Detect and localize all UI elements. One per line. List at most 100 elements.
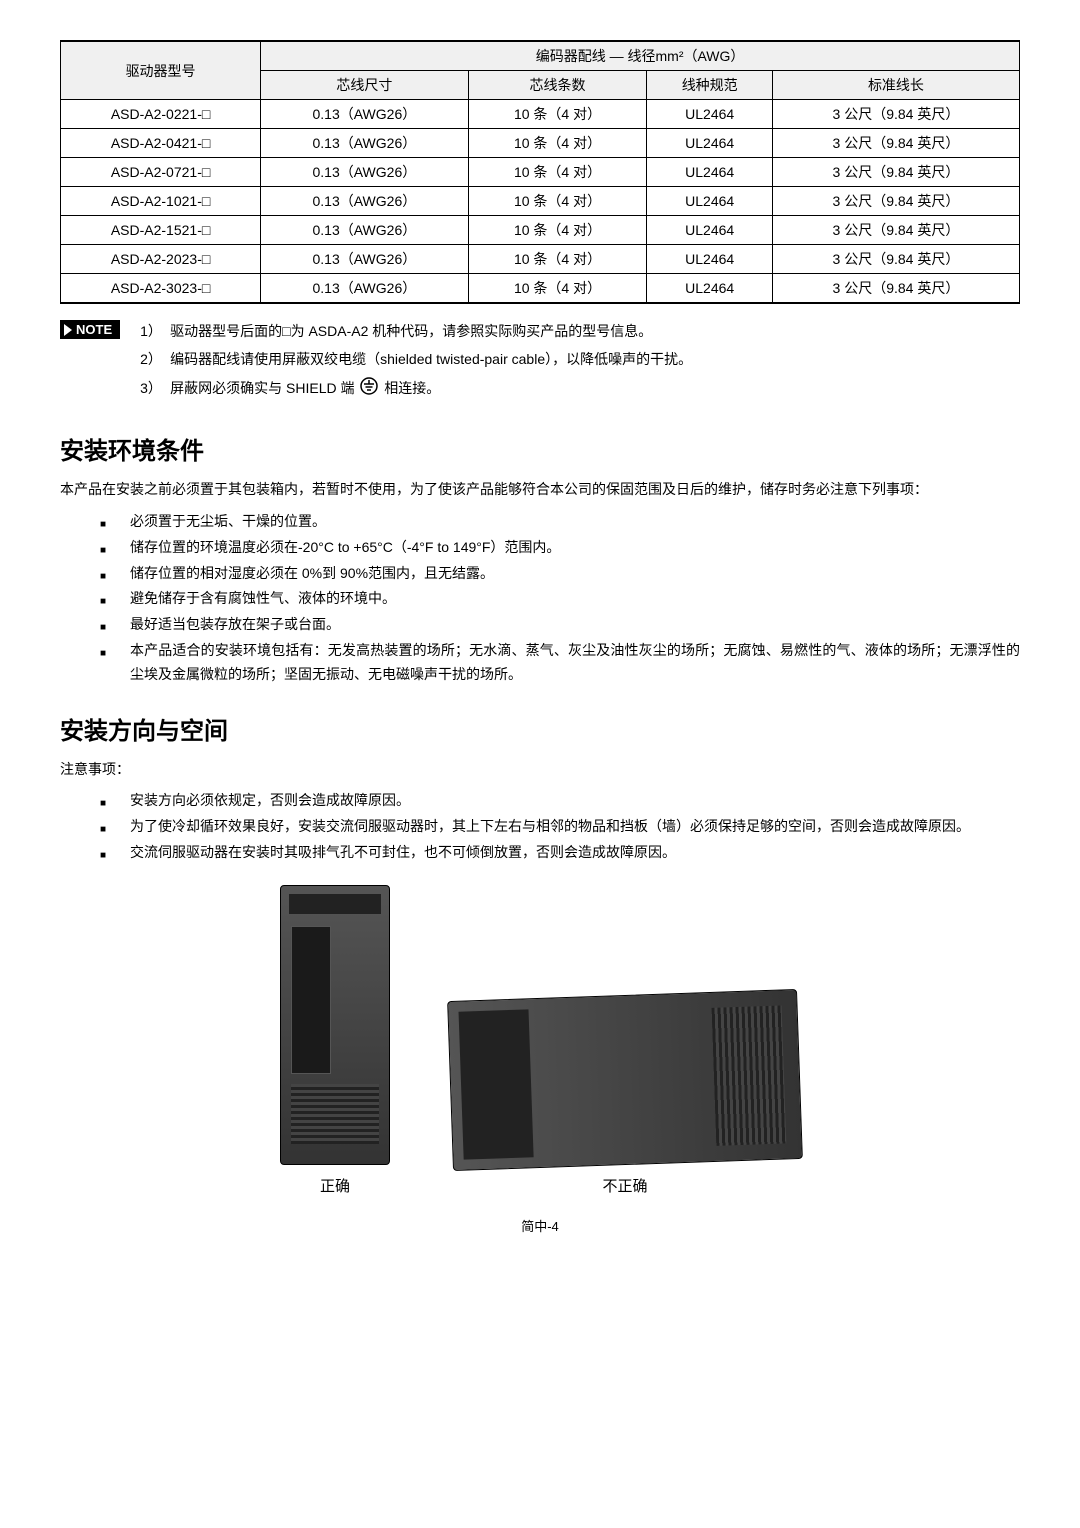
table-row: ASD-A2-0721-□0.13（AWG26）10 条（4 对）UL24643… — [61, 158, 1020, 187]
bullet-text: 安装方向必须依规定，否则会造成故障原因。 — [130, 789, 1020, 813]
th-col4: 标准线长 — [772, 71, 1019, 100]
note-text: 驱动器型号后面的□为 ASDA-A2 机种代码，请参照实际购买产品的型号信息。 — [170, 323, 652, 339]
list-item: ■为了使冷却循环效果良好，安装交流伺服驱动器时，其上下左右与相邻的物品和挡板（墙… — [100, 815, 1020, 839]
bullet-text: 为了使冷却循环效果良好，安装交流伺服驱动器时，其上下左右与相邻的物品和挡板（墙）… — [130, 815, 1020, 839]
note-text-before: 屏蔽网必须确实与 SHIELD 端 — [170, 380, 354, 396]
table-cell: UL2464 — [647, 187, 772, 216]
list-item: ■交流伺服驱动器在安装时其吸排气孔不可封住，也不可倾倒放置，否则会造成故障原因。 — [100, 841, 1020, 865]
table-cell: 3 公尺（9.84 英尺） — [772, 216, 1019, 245]
table-cell: 3 公尺（9.84 英尺） — [772, 187, 1019, 216]
table-cell: 3 公尺（9.84 英尺） — [772, 245, 1019, 274]
bullet-text: 最好适当包装存放在架子或台面。 — [130, 613, 1020, 637]
table-row: ASD-A2-3023-□0.13（AWG26）10 条（4 对）UL24643… — [61, 274, 1020, 304]
bullet-text: 交流伺服驱动器在安装时其吸排气孔不可封住，也不可倾倒放置，否则会造成故障原因。 — [130, 841, 1020, 865]
table-cell: UL2464 — [647, 158, 772, 187]
th-group: 编码器配线 — 线径mm²（AWG） — [261, 41, 1020, 71]
th-col1: 芯线尺寸 — [261, 71, 468, 100]
table-row: ASD-A2-0421-□0.13（AWG26）10 条（4 对）UL24643… — [61, 129, 1020, 158]
note-item-3: 3）屏蔽网必须确实与 SHIELD 端 相连接。 — [140, 377, 1020, 401]
note-item-2: 2）编码器配线请使用屏蔽双绞电缆（shielded twisted-pair c… — [140, 348, 1020, 370]
device-vertical-icon — [280, 885, 390, 1165]
table-row: ASD-A2-1021-□0.13（AWG26）10 条（4 对）UL24643… — [61, 187, 1020, 216]
section1-title: 安装环境条件 — [60, 431, 1020, 466]
bullet-icon: ■ — [100, 562, 130, 586]
list-item: ■储存位置的环境温度必须在-20°C to +65°C（-4°F to 149°… — [100, 536, 1020, 560]
table-cell: 3 公尺（9.84 英尺） — [772, 100, 1019, 129]
caption-incorrect: 不正确 — [450, 1175, 800, 1196]
bullet-text: 必须置于无尘垢、干燥的位置。 — [130, 510, 1020, 534]
bullet-icon: ■ — [100, 587, 130, 611]
note-text-after: 相连接。 — [384, 380, 440, 396]
table-cell: ASD-A2-1021-□ — [61, 187, 261, 216]
table-cell: 10 条（4 对） — [468, 129, 647, 158]
bullet-icon: ■ — [100, 613, 130, 637]
table-cell: 3 公尺（9.84 英尺） — [772, 129, 1019, 158]
th-col2: 芯线条数 — [468, 71, 647, 100]
table-cell: 0.13（AWG26） — [261, 216, 468, 245]
table-cell: UL2464 — [647, 274, 772, 304]
list-item: ■必须置于无尘垢、干燥的位置。 — [100, 510, 1020, 534]
table-cell: 0.13（AWG26） — [261, 187, 468, 216]
table-cell: ASD-A2-0421-□ — [61, 129, 261, 158]
bullet-icon: ■ — [100, 639, 130, 687]
bullet-icon: ■ — [100, 841, 130, 865]
table-cell: 3 公尺（9.84 英尺） — [772, 274, 1019, 304]
table-row: ASD-A2-1521-□0.13（AWG26）10 条（4 对）UL24643… — [61, 216, 1020, 245]
table-cell: 10 条（4 对） — [468, 274, 647, 304]
table-cell: UL2464 — [647, 216, 772, 245]
table-cell: 3 公尺（9.84 英尺） — [772, 158, 1019, 187]
note-num: 3） — [140, 377, 170, 399]
table-cell: 10 条（4 对） — [468, 216, 647, 245]
section2-para: 注意事项： — [60, 758, 1020, 782]
note-num: 1） — [140, 320, 170, 342]
note-num: 2） — [140, 348, 170, 370]
note-label: NOTE — [76, 322, 112, 337]
table-cell: 0.13（AWG26） — [261, 245, 468, 274]
table-cell: UL2464 — [647, 245, 772, 274]
section2-title: 安装方向与空间 — [60, 711, 1020, 746]
page-footer: 简中-4 — [60, 1216, 1020, 1235]
section1-para: 本产品在安装之前必须置于其包装箱内，若暂时不使用，为了使该产品能够符合本公司的保… — [60, 478, 1020, 502]
encoder-wiring-table: 驱动器型号 编码器配线 — 线径mm²（AWG） 芯线尺寸 芯线条数 线种规范 … — [60, 40, 1020, 304]
note-arrow-icon — [64, 324, 72, 336]
table-cell: ASD-A2-0721-□ — [61, 158, 261, 187]
list-item: ■本产品适合的安装环境包括有：无发高热装置的场所；无水滴、蒸气、灰尘及油性灰尘的… — [100, 639, 1020, 687]
image-correct: 正确 — [280, 885, 390, 1196]
bullet-icon: ■ — [100, 536, 130, 560]
table-cell: ASD-A2-2023-□ — [61, 245, 261, 274]
table-cell: 0.13（AWG26） — [261, 100, 468, 129]
table-cell: ASD-A2-3023-□ — [61, 274, 261, 304]
table-cell: UL2464 — [647, 100, 772, 129]
device-horizontal-icon — [447, 989, 803, 1171]
bullet-text: 储存位置的环境温度必须在-20°C to +65°C（-4°F to 149°F… — [130, 536, 1020, 560]
table-cell: 10 条（4 对） — [468, 100, 647, 129]
note-list: 1）驱动器型号后面的□为 ASDA-A2 机种代码，请参照实际购买产品的型号信息… — [140, 320, 1020, 407]
table-cell: 0.13（AWG26） — [261, 129, 468, 158]
table-cell: ASD-A2-1521-□ — [61, 216, 261, 245]
table-row: ASD-A2-2023-□0.13（AWG26）10 条（4 对）UL24643… — [61, 245, 1020, 274]
table-cell: 10 条（4 对） — [468, 158, 647, 187]
note-item-1: 1）驱动器型号后面的□为 ASDA-A2 机种代码，请参照实际购买产品的型号信息… — [140, 320, 1020, 342]
bullet-text: 储存位置的相对湿度必须在 0%到 90%范围内，且无结露。 — [130, 562, 1020, 586]
bullet-text: 避免储存于含有腐蚀性气、液体的环境中。 — [130, 587, 1020, 611]
list-item: ■避免储存于含有腐蚀性气、液体的环境中。 — [100, 587, 1020, 611]
table-cell: 10 条（4 对） — [468, 245, 647, 274]
note-text: 编码器配线请使用屏蔽双绞电缆（shielded twisted-pair cab… — [170, 351, 692, 367]
section1-bullets: ■必须置于无尘垢、干燥的位置。■储存位置的环境温度必须在-20°C to +65… — [100, 510, 1020, 687]
bullet-icon: ■ — [100, 510, 130, 534]
note-block: NOTE 1）驱动器型号后面的□为 ASDA-A2 机种代码，请参照实际购买产品… — [60, 320, 1020, 407]
table-cell: 10 条（4 对） — [468, 187, 647, 216]
bullet-icon: ■ — [100, 815, 130, 839]
table-cell: ASD-A2-0221-□ — [61, 100, 261, 129]
caption-correct: 正确 — [280, 1175, 390, 1196]
table-cell: 0.13（AWG26） — [261, 158, 468, 187]
section2-bullets: ■安装方向必须依规定，否则会造成故障原因。■为了使冷却循环效果良好，安装交流伺服… — [100, 789, 1020, 864]
table-row: ASD-A2-0221-□0.13（AWG26）10 条（4 对）UL24643… — [61, 100, 1020, 129]
table-cell: UL2464 — [647, 129, 772, 158]
ground-icon — [360, 377, 378, 401]
th-col3: 线种规范 — [647, 71, 772, 100]
image-incorrect: 不正确 — [450, 995, 800, 1196]
table-cell: 0.13（AWG26） — [261, 274, 468, 304]
list-item: ■储存位置的相对湿度必须在 0%到 90%范围内，且无结露。 — [100, 562, 1020, 586]
list-item: ■安装方向必须依规定，否则会造成故障原因。 — [100, 789, 1020, 813]
